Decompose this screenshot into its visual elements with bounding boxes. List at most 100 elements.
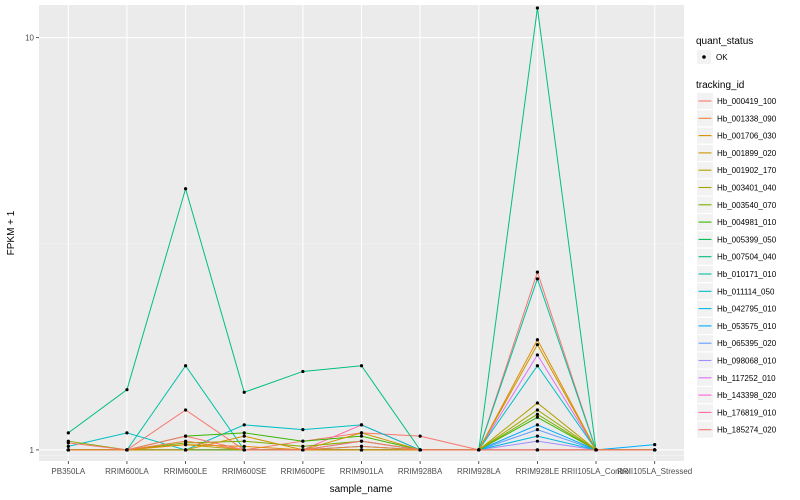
legend-label-hb-176819-010: Hb_176819_010 bbox=[717, 408, 777, 417]
legend-label-hb-098068-010: Hb_098068_010 bbox=[717, 357, 777, 366]
x-tick-label-2: RRIM600LE bbox=[164, 467, 208, 476]
data-point-hb-065395-020-5 bbox=[359, 439, 364, 443]
data-point-hb-185274-020-0 bbox=[66, 448, 70, 452]
data-point-hb-185274-020-2 bbox=[183, 408, 188, 412]
data-point-hb-011114-050-1 bbox=[125, 431, 129, 435]
legend-label-hb-003540-070: Hb_003540_070 bbox=[717, 201, 777, 210]
data-point-hb-185274-020-3 bbox=[242, 448, 246, 452]
y-tick-label-0: 1 bbox=[30, 446, 35, 455]
data-point-hb-185274-020-7 bbox=[477, 448, 481, 452]
x-tick-label-7: RRIM928LA bbox=[457, 467, 501, 476]
data-point-hb-003540-070-2 bbox=[183, 441, 188, 445]
data-point-hb-004981-010-8 bbox=[535, 415, 540, 419]
data-point-hb-011114-050-0 bbox=[66, 444, 70, 448]
legend-label-hb-185274-020: Hb_185274_020 bbox=[717, 426, 777, 435]
legend-label-hb-042795-010: Hb_042795_010 bbox=[717, 305, 777, 314]
x-tick-label-0: PB350LA bbox=[51, 467, 85, 476]
data-point-hb-001899-020-8 bbox=[535, 343, 540, 347]
x-tick-label-10: RRII105LA_Stressed bbox=[617, 467, 692, 476]
data-point-hb-003540-070-4 bbox=[301, 444, 305, 448]
data-point-hb-007504-040-5 bbox=[359, 364, 364, 368]
x-tick-label-3: RRIM600SE bbox=[222, 467, 266, 476]
data-point-hb-042795-010-8 bbox=[535, 434, 540, 438]
data-point-hb-053575-010-10 bbox=[653, 443, 657, 447]
legend-label-hb-010171-010: Hb_010171_010 bbox=[717, 270, 777, 279]
x-axis-title: sample_name bbox=[330, 484, 393, 495]
legend-label-hb-117252-010: Hb_117252_010 bbox=[717, 374, 776, 383]
legend-label-hb-000419-100: Hb_000419_100 bbox=[717, 97, 777, 106]
data-point-hb-003401-040-8 bbox=[535, 408, 540, 412]
data-point-hb-176819-010-6 bbox=[418, 448, 422, 452]
data-point-hb-185274-020-10 bbox=[653, 448, 657, 452]
legend-label-hb-001902-170: Hb_001902_170 bbox=[717, 166, 777, 175]
data-point-hb-001899-020-3 bbox=[242, 434, 246, 438]
data-point-hb-011114-050-4 bbox=[301, 428, 305, 432]
data-point-hb-185274-020-9 bbox=[594, 448, 598, 452]
legend-key-point-icon bbox=[702, 55, 706, 59]
legend-quant-status: quant_status OK bbox=[696, 36, 753, 64]
legend-label-hb-001899-020: Hb_001899_020 bbox=[717, 149, 777, 158]
data-point-hb-007504-040-4 bbox=[301, 369, 305, 374]
gridlines bbox=[39, 5, 684, 461]
data-point-hb-004981-010-5 bbox=[359, 434, 364, 438]
x-tick-label-8: RRIM928LE bbox=[516, 467, 560, 476]
data-point-hb-185274-020-8 bbox=[535, 270, 540, 274]
legend-label-hb-001338-090: Hb_001338_090 bbox=[717, 114, 777, 123]
data-point-hb-007504-040-3 bbox=[242, 390, 246, 394]
legend-label-hb-004981-010: Hb_004981_010 bbox=[717, 218, 777, 227]
data-point-hb-117252-010-8 bbox=[535, 353, 540, 357]
legend-title-quant-status: quant_status bbox=[696, 36, 753, 47]
legend-label-hb-003401-040: Hb_003401_040 bbox=[717, 184, 777, 193]
data-point-hb-053575-010-8 bbox=[535, 423, 540, 427]
data-point-hb-143398-020-5 bbox=[359, 448, 364, 452]
data-point-hb-004981-010-2 bbox=[183, 434, 188, 438]
x-axis: PB350LA RRIM600LA RRIM600LE RRIM600SE RRIM60… bbox=[51, 461, 692, 476]
data-point-hb-176819-010-5 bbox=[359, 423, 364, 427]
x-tick-label-4: RRIM600PE bbox=[281, 467, 325, 476]
data-point-hb-011114-050-8 bbox=[535, 364, 540, 368]
legend-label-hb-011114-050: Hb_011114_050 bbox=[717, 287, 775, 296]
y-axis-title: FPKM + 1 bbox=[6, 210, 17, 255]
data-point-hb-010171-010-2 bbox=[183, 364, 188, 368]
data-point-hb-001706-030-3 bbox=[242, 444, 246, 448]
data-point-hb-007504-040-2 bbox=[183, 187, 188, 191]
data-point-hb-053575-010-5 bbox=[359, 444, 364, 448]
data-point-hb-003540-070-8 bbox=[535, 412, 540, 416]
data-point-hb-001706-030-8 bbox=[535, 338, 540, 342]
legend-label-hb-005399-050: Hb_005399_050 bbox=[717, 235, 777, 244]
x-tick-label-5: RRIM901LA bbox=[340, 467, 384, 476]
data-point-hb-011114-050-3 bbox=[242, 423, 246, 427]
data-point-hb-185274-020-6 bbox=[418, 434, 422, 438]
data-point-hb-003540-070-0 bbox=[66, 439, 70, 443]
data-point-hb-065395-020-8 bbox=[535, 428, 540, 432]
data-point-hb-007504-040-8 bbox=[535, 6, 540, 10]
x-tick-label-6: RRIM928BA bbox=[398, 467, 443, 476]
legend-label-hb-143398-020: Hb_143398_020 bbox=[717, 391, 777, 400]
data-point-hb-007504-040-0 bbox=[66, 431, 70, 435]
y-tick-label-1: 10 bbox=[25, 34, 34, 43]
data-point-hb-185274-020-5 bbox=[359, 431, 364, 435]
data-points bbox=[66, 6, 657, 452]
data-point-hb-176819-010-8 bbox=[535, 448, 540, 452]
y-axis: 1 10 bbox=[25, 34, 39, 455]
data-point-hb-176819-010-2 bbox=[183, 448, 188, 452]
data-point-hb-098068-010-8 bbox=[535, 439, 540, 443]
x-tick-label-1: RRIM600LA bbox=[105, 467, 149, 476]
data-point-hb-010171-010-8 bbox=[535, 277, 540, 281]
legend-title-tracking-id: tracking_id bbox=[696, 80, 744, 91]
data-point-hb-007504-040-1 bbox=[125, 388, 129, 392]
legend-label-hb-053575-010: Hb_053575_010 bbox=[717, 322, 777, 331]
data-point-hb-176819-010-4 bbox=[301, 448, 305, 452]
data-point-hb-185274-020-4 bbox=[301, 439, 305, 443]
legend-tracking-id: tracking_id Hb_000419_100 Hb_001338_090 Hb… bbox=[696, 80, 777, 438]
data-point-hb-185274-020-1 bbox=[125, 448, 129, 452]
legend-label-hb-065395-020: Hb_065395_020 bbox=[717, 339, 777, 348]
legend-label-quant-0: OK bbox=[716, 53, 728, 62]
data-point-hb-004981-010-3 bbox=[242, 431, 246, 435]
x-tick-label-9: RRII105LA_Control bbox=[561, 467, 631, 476]
legend-label-hb-001706-030: Hb_001706_030 bbox=[717, 132, 777, 141]
data-point-hb-001902-170-8 bbox=[535, 401, 540, 405]
legend-label-hb-007504-040: Hb_007504_040 bbox=[717, 253, 777, 262]
data-point-hb-003540-070-3 bbox=[242, 439, 246, 443]
